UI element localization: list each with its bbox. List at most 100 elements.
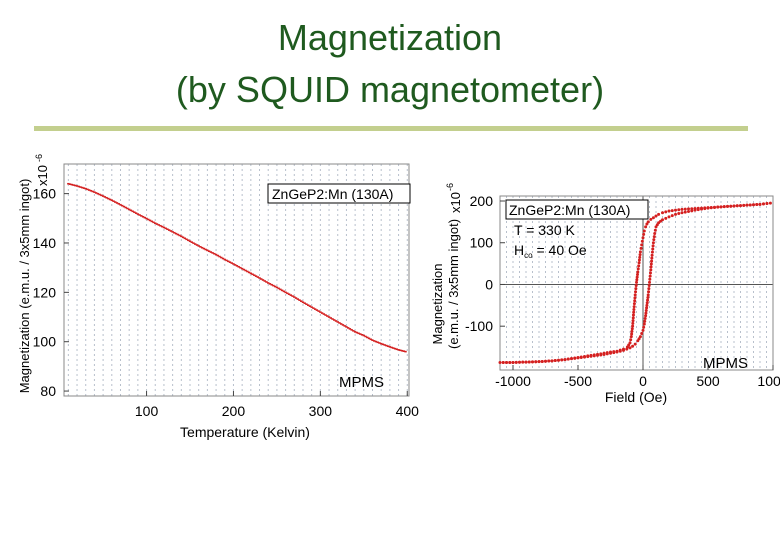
chart2-data-point bbox=[735, 204, 739, 208]
chart2-data-point bbox=[573, 356, 577, 360]
chart1-data-point bbox=[209, 251, 213, 253]
chart2-data-point bbox=[651, 216, 655, 220]
chart1-data-point bbox=[331, 318, 334, 320]
chart1-data-point bbox=[343, 325, 346, 327]
chart2-data-point bbox=[643, 319, 647, 323]
chart1-data-point bbox=[155, 223, 159, 225]
chart2-data-point bbox=[641, 236, 645, 240]
chart2-data-point bbox=[631, 319, 635, 323]
chart2-data-point bbox=[547, 359, 551, 363]
chart2-data-point bbox=[651, 247, 655, 251]
chart2-data-point bbox=[670, 209, 674, 213]
chart1-data-point bbox=[126, 207, 129, 210]
chart1-data-point bbox=[371, 339, 374, 342]
chart2-data-point bbox=[589, 354, 593, 358]
chart2-data-point bbox=[635, 273, 639, 277]
chart2-y-tick-label: -100 bbox=[465, 318, 493, 334]
chart1-data-point bbox=[214, 253, 218, 256]
chart2-data-point bbox=[722, 205, 726, 209]
chart1-data-point bbox=[296, 298, 299, 300]
chart1-data-point bbox=[385, 344, 388, 347]
chart2-data-point bbox=[576, 356, 580, 360]
chart1-data-point bbox=[157, 224, 160, 226]
chart2-data-point bbox=[511, 360, 515, 364]
chart2-data-point bbox=[609, 351, 612, 355]
chart1-data-point bbox=[322, 313, 326, 315]
chart1-data-point bbox=[272, 284, 275, 287]
chart1-data-point bbox=[301, 301, 305, 304]
chart1-data-point bbox=[187, 239, 190, 242]
chart1-data-point bbox=[300, 300, 303, 302]
chart1-data-point bbox=[88, 189, 91, 191]
chart1-data-point bbox=[329, 317, 332, 319]
chart1-data-point bbox=[206, 249, 209, 252]
chart2-data-point bbox=[632, 305, 636, 309]
chart1-legend-title: ZnGeP2:Mn (130A) bbox=[272, 186, 393, 202]
chart2-data-point bbox=[726, 204, 729, 208]
chart1-data-point bbox=[386, 345, 390, 348]
chart2-data-point bbox=[505, 360, 508, 364]
chart1-data-point bbox=[235, 265, 239, 267]
chart1-data-point bbox=[67, 182, 70, 185]
chart2-legend-title: ZnGeP2:Mn (130A) bbox=[509, 202, 630, 218]
chart1-y-exponent: -6 bbox=[34, 154, 44, 162]
chart1-data-point bbox=[320, 312, 324, 314]
chart1-data-point bbox=[369, 338, 372, 341]
chart2-data-point bbox=[648, 280, 651, 284]
chart1-data-point bbox=[218, 255, 221, 258]
chart1-data-point bbox=[166, 228, 169, 231]
chart1-data-point bbox=[379, 342, 383, 345]
chart1-data-point bbox=[154, 222, 157, 225]
chart1-data-point bbox=[324, 314, 327, 316]
chart2-data-point bbox=[630, 327, 634, 331]
chart2-data-point bbox=[657, 212, 661, 216]
chart1-data-point bbox=[141, 215, 145, 218]
chart1-data-point bbox=[93, 191, 96, 193]
chart2-data-point bbox=[560, 358, 564, 362]
chart2-y-tick-label: 200 bbox=[470, 193, 494, 209]
chart2-data-point bbox=[634, 290, 638, 294]
chart1-data-point bbox=[185, 238, 188, 241]
chart1-data-point bbox=[173, 231, 176, 234]
chart2-data-point bbox=[661, 218, 664, 222]
chart2-x-tick-label: 500 bbox=[696, 373, 720, 389]
chart2-data-point bbox=[631, 313, 635, 317]
chart2-data-point bbox=[553, 359, 557, 363]
chart2-data-point bbox=[652, 238, 656, 242]
chart1-data-point bbox=[110, 199, 113, 202]
chart1-y-axis-label: Magnetization (e.m.u. / 3x5mm ingot) bbox=[17, 179, 32, 394]
chart1-data-point bbox=[345, 326, 348, 328]
chart2-data-point bbox=[605, 352, 609, 356]
chart2-data-point bbox=[651, 244, 655, 248]
chart2-data-point bbox=[633, 299, 637, 303]
chart1-data-point bbox=[228, 261, 232, 263]
chart1-data-point bbox=[265, 281, 268, 283]
chart1-data-point bbox=[287, 293, 291, 296]
chart2-data-point bbox=[615, 350, 619, 354]
chart2-data-point bbox=[667, 215, 671, 219]
chart1-data-point bbox=[327, 316, 331, 318]
chart2-data-point bbox=[642, 229, 646, 233]
chart2-y-exponent: -6 bbox=[445, 183, 455, 191]
chart1-data-point bbox=[79, 186, 82, 188]
chart1-data-point bbox=[190, 241, 193, 243]
chart1-data-point bbox=[195, 244, 199, 246]
chart1-data-point bbox=[89, 189, 93, 192]
chart1-data-point bbox=[180, 235, 183, 238]
chart1-data-point bbox=[121, 204, 124, 207]
chart1-y-tick-label: 160 bbox=[33, 186, 57, 202]
chart1-data-point bbox=[346, 327, 350, 329]
chart2-data-point bbox=[768, 201, 772, 205]
chart1-data-point bbox=[284, 291, 287, 294]
chart1-data-point bbox=[254, 275, 258, 277]
chart2-data-points bbox=[498, 201, 772, 364]
chart2-y-exponent-label: x10 bbox=[448, 192, 463, 213]
chart2-data-point bbox=[649, 262, 653, 266]
chart2-data-point bbox=[643, 317, 647, 321]
chart1-data-point bbox=[397, 349, 400, 351]
chart2-x-axis-label: Field (Oe) bbox=[605, 389, 667, 405]
chart1-data-point bbox=[308, 305, 312, 307]
chart1-data-point bbox=[237, 265, 240, 268]
chart2-data-point bbox=[729, 204, 733, 208]
chart1-data-point bbox=[159, 224, 162, 227]
